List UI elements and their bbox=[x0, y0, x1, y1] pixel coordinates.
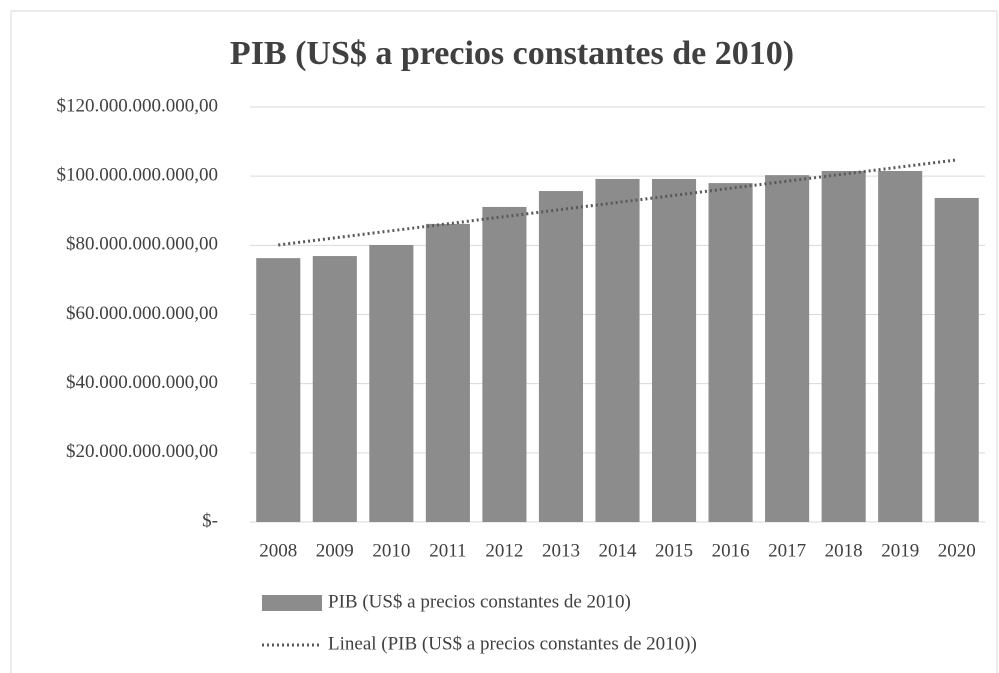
x-tick-label: 2018 bbox=[825, 540, 863, 561]
chart-title: PIB (US$ a precios constantes de 2010) bbox=[230, 35, 794, 72]
bar bbox=[708, 183, 753, 523]
x-tick-label: 2019 bbox=[881, 540, 919, 561]
x-tick-label: 2020 bbox=[938, 540, 976, 561]
bar bbox=[312, 256, 357, 522]
bar bbox=[765, 175, 810, 523]
bar bbox=[821, 170, 866, 522]
x-tick-label: 2010 bbox=[372, 540, 410, 561]
trend-line bbox=[278, 158, 957, 247]
x-tick-label: 2011 bbox=[429, 540, 466, 561]
y-tick-label: $80.000.000.000,00 bbox=[66, 234, 218, 255]
y-tick-label: $60.000.000.000,00 bbox=[66, 303, 218, 324]
bar bbox=[651, 178, 697, 522]
y-tick-label: $20.000.000.000,00 bbox=[66, 441, 218, 462]
bar bbox=[878, 170, 923, 522]
bar bbox=[482, 206, 527, 522]
bar bbox=[595, 178, 640, 522]
x-tick-label: 2015 bbox=[655, 540, 693, 561]
bar bbox=[369, 244, 414, 523]
bar bbox=[256, 258, 301, 522]
y-tick-label: $40.000.000.000,00 bbox=[66, 372, 218, 393]
y-tick-label: $120.000.000.000,00 bbox=[57, 95, 219, 116]
x-tick-label: 2013 bbox=[542, 540, 580, 561]
x-tick-label: 2014 bbox=[599, 540, 638, 561]
x-tick-label: 2017 bbox=[768, 540, 806, 561]
y-tick-label: $- bbox=[202, 510, 218, 531]
legend-label: Lineal (PIB (US$ a precios constantes de… bbox=[328, 633, 697, 654]
legend-swatch bbox=[262, 595, 322, 611]
x-tick-label: 2012 bbox=[485, 540, 523, 561]
x-tick-label: 2009 bbox=[316, 540, 354, 561]
bar bbox=[538, 191, 584, 522]
bar bbox=[425, 223, 470, 522]
x-tick-label: 2008 bbox=[259, 540, 297, 561]
legend-label: PIB (US$ a precios constantes de 2010) bbox=[328, 591, 631, 612]
bar bbox=[934, 197, 979, 522]
y-tick-label: $100.000.000.000,00 bbox=[57, 165, 219, 186]
x-tick-label: 2016 bbox=[712, 540, 750, 561]
